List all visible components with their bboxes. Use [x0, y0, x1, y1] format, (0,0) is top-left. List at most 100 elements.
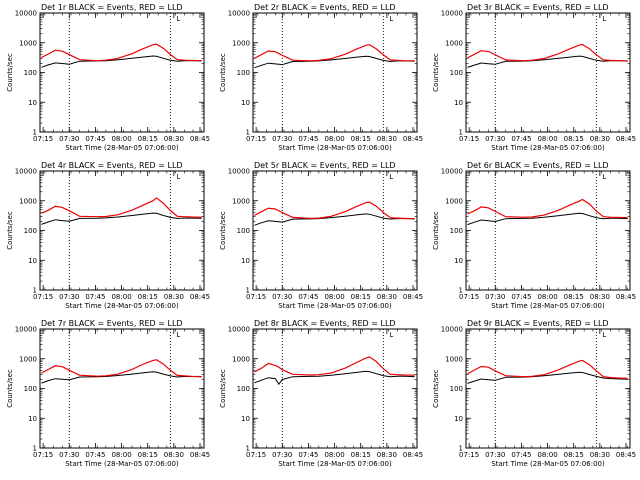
y-tick-label: 1000 [232, 355, 250, 363]
x-tick-label: 07:30 [485, 293, 505, 301]
y-tick-label: 100 [24, 227, 37, 235]
panel-title: Det 7r BLACK = Events, RED = LLD [41, 319, 183, 328]
y-axis-label: Counts/sec [432, 53, 440, 92]
y-tick-label: 1000 [19, 197, 37, 205]
series-events-line [41, 212, 202, 225]
y-tick-label: 10000 [441, 168, 463, 176]
x-tick-label: 07:45 [298, 135, 318, 143]
y-tick-label: 1000 [445, 39, 463, 47]
plot-frame [39, 12, 205, 133]
y-tick-label: 10000 [441, 326, 463, 334]
series-lld-line [41, 197, 202, 218]
y-tick-label: 1000 [19, 39, 37, 47]
x-tick-label: 08:45 [190, 293, 210, 301]
x-axis-label: Start Time (28-Mar-05 07:06:00) [491, 460, 605, 468]
x-tick-label: 08:15 [138, 135, 158, 143]
y-tick-label: 100 [237, 69, 250, 77]
x-tick-label: 07:15 [246, 451, 266, 459]
x-tick-label: 08:30 [164, 135, 184, 143]
series-events-line [254, 55, 415, 69]
y-axis-label: Counts/sec [219, 369, 227, 408]
y-tick-label: 1 [33, 287, 37, 295]
x-tick-label: 07:15 [33, 135, 53, 143]
x-tick-label: 08:00 [324, 293, 344, 301]
series-lld-line [467, 359, 628, 379]
series-events-line [254, 213, 415, 226]
y-tick-label: 1 [246, 129, 250, 137]
x-tick-label: 08:45 [190, 135, 210, 143]
x-tick-label: 07:30 [272, 293, 292, 301]
x-tick-label: 07:45 [85, 135, 105, 143]
panel-6: Det 6r BLACK = Events, RED = LLD 1 10 100 10… [432, 161, 636, 310]
y-axis-label: Counts/sec [219, 211, 227, 250]
x-tick-label: 07:45 [85, 293, 105, 301]
x-tick-label: 07:30 [485, 451, 505, 459]
x-tick-label: 08:15 [351, 135, 371, 143]
y-tick-label: 1 [246, 445, 250, 453]
x-tick-label: 07:15 [459, 135, 479, 143]
x-tick-label: 08:00 [537, 293, 557, 301]
x-tick-label: 07:30 [485, 135, 505, 143]
x-tick-label: 07:45 [511, 451, 531, 459]
plot-frame [252, 170, 418, 291]
x-axis-label: Start Time (28-Mar-05 07:06:00) [65, 144, 179, 152]
x-tick-label: 08:45 [403, 451, 423, 459]
x-tick-label: 08:45 [403, 135, 423, 143]
y-tick-label: 1 [33, 129, 37, 137]
series-events-line [41, 55, 202, 68]
x-tick-label: 08:45 [616, 293, 636, 301]
x-tick-label: 08:30 [590, 135, 610, 143]
x-axis-label: Start Time (28-Mar-05 07:06:00) [278, 460, 392, 468]
y-tick-label: 10 [454, 415, 463, 423]
y-tick-label: 10000 [15, 326, 37, 334]
series-lld-line [254, 44, 415, 62]
x-tick-label: 07:15 [246, 293, 266, 301]
x-tick-label: 08:00 [111, 135, 131, 143]
flag-label: L [176, 15, 180, 23]
x-tick-label: 07:45 [298, 451, 318, 459]
y-tick-label: 1000 [232, 39, 250, 47]
panel-9: Det 9r BLACK = Events, RED = LLD 1 10 100 10… [432, 319, 636, 468]
y-tick-label: 10000 [15, 168, 37, 176]
x-tick-label: 08:30 [590, 293, 610, 301]
x-tick-label: 08:30 [164, 451, 184, 459]
y-tick-label: 1 [33, 445, 37, 453]
plot-frame [252, 328, 418, 449]
series-events-line [254, 370, 415, 386]
y-axis-label: Counts/sec [432, 211, 440, 250]
y-tick-label: 10 [28, 99, 37, 107]
x-axis-label: Start Time (28-Mar-05 07:06:00) [491, 144, 605, 152]
x-axis-label: Start Time (28-Mar-05 07:06:00) [278, 144, 392, 152]
y-tick-label: 100 [450, 227, 463, 235]
y-tick-label: 1000 [445, 197, 463, 205]
y-tick-label: 100 [237, 385, 250, 393]
x-tick-label: 08:30 [377, 135, 397, 143]
x-tick-label: 07:45 [511, 293, 531, 301]
y-axis-label: Counts/sec [6, 53, 14, 92]
flag-label: L [602, 331, 606, 339]
x-axis-label: Start Time (28-Mar-05 07:06:00) [65, 460, 179, 468]
panel-7: Det 7r BLACK = Events, RED = LLD 1 10 100 10… [6, 319, 210, 468]
plot-frame [465, 328, 631, 449]
series-lld-line [467, 43, 628, 62]
panel-title: Det 8r BLACK = Events, RED = LLD [254, 319, 396, 328]
plot-frame [465, 12, 631, 133]
y-tick-label: 10 [241, 415, 250, 423]
series-lld-line [41, 359, 202, 378]
y-tick-label: 1000 [19, 355, 37, 363]
x-tick-label: 08:00 [537, 451, 557, 459]
x-tick-label: 08:15 [564, 451, 584, 459]
y-tick-label: 100 [450, 69, 463, 77]
x-tick-label: 08:45 [190, 451, 210, 459]
y-tick-label: 1000 [445, 355, 463, 363]
panel-5: Det 5r BLACK = Events, RED = LLD 1 10 100 10… [219, 161, 423, 310]
y-tick-label: 100 [237, 227, 250, 235]
flag-label: L [389, 15, 393, 23]
series-lld-line [41, 43, 202, 62]
x-tick-label: 08:00 [111, 451, 131, 459]
x-tick-label: 07:30 [272, 451, 292, 459]
y-tick-label: 1 [459, 287, 463, 295]
x-tick-label: 08:15 [564, 135, 584, 143]
panel-8: Det 8r BLACK = Events, RED = LLD 1 10 100 10… [219, 319, 423, 468]
